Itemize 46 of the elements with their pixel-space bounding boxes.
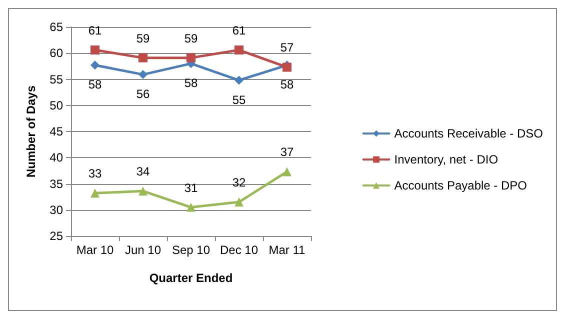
point: [186, 202, 196, 212]
x-tick-label: Mar 10: [76, 243, 114, 257]
y-tick-label: 25: [50, 229, 64, 243]
point: [138, 53, 148, 62]
point: [234, 198, 244, 207]
x-tick-label: Mar 11: [268, 243, 306, 257]
data-label: 37: [280, 145, 294, 160]
point: [90, 60, 100, 70]
y-tick-label: 60: [50, 46, 64, 60]
point: [234, 76, 244, 85]
point: [138, 70, 148, 80]
data-label: 33: [88, 166, 102, 181]
point: [186, 53, 196, 62]
data-label: 32: [232, 176, 246, 190]
data-label: 57: [280, 40, 294, 55]
legend-label: Inventory, net - DIO: [394, 152, 498, 166]
data-label: 34: [136, 164, 150, 179]
data-label: 55: [232, 92, 246, 107]
x-tick-label: Jun 10: [124, 243, 162, 257]
point: [90, 188, 100, 198]
y-tick-label: 55: [50, 72, 64, 86]
y-tick-label: 45: [50, 124, 64, 138]
point: [90, 45, 100, 54]
data-label: 59: [184, 31, 198, 46]
x-tick-label: Sep 10: [172, 243, 210, 257]
data-label: 58: [184, 76, 198, 90]
data-label: 59: [136, 31, 150, 46]
data-label: 31: [184, 180, 198, 195]
y-tick-label: 65: [50, 20, 64, 34]
y-tick-label: 40: [50, 150, 64, 165]
data-label: 56: [136, 87, 150, 102]
x-tick-label: Dec 10: [220, 243, 258, 257]
point: [138, 186, 148, 196]
legend-label: Accounts Receivable - DSO: [394, 126, 544, 140]
point: [234, 45, 244, 54]
data-label: 61: [232, 23, 246, 38]
point: [282, 167, 292, 176]
x-axis-title: Quarter Ended: [149, 271, 233, 285]
legend-label: Accounts Payable - DPO: [394, 178, 528, 192]
y-axis-title: Number of Days: [24, 85, 38, 178]
data-label: 61: [88, 23, 102, 38]
data-label: 58: [88, 78, 102, 92]
data-label: 58: [280, 78, 294, 92]
y-tick-label: 35: [50, 176, 64, 191]
y-tick-label: 50: [50, 98, 64, 112]
y-tick-label: 30: [50, 202, 64, 217]
